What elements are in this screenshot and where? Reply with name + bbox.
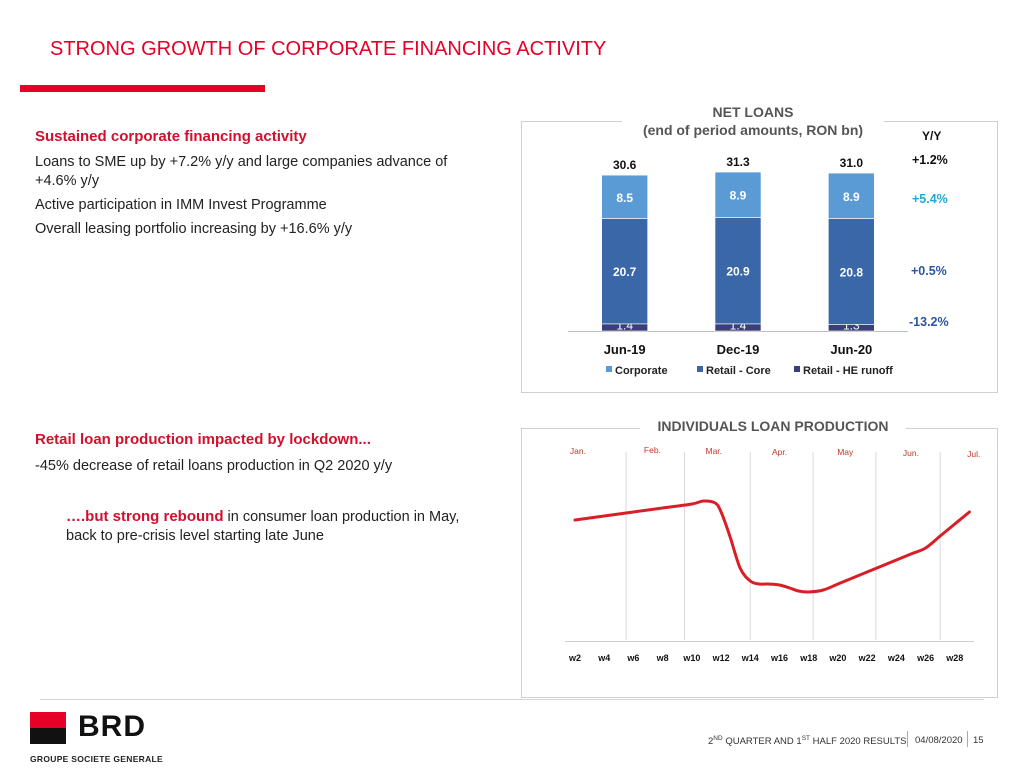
rebound-rest: in consumer loan production in May, back… [66,509,460,544]
yy-total: +1.2% [912,153,948,167]
brd-logo-text: BRD [78,710,146,743]
footer-separator-2 [967,731,968,747]
brd-logo-mark [30,712,66,744]
corporate-heading: Sustained corporate financing activity [35,128,307,145]
week-tick-label: w20 [828,653,846,663]
week-tick-label: w4 [597,653,610,663]
week-tick-label: w28 [945,653,963,663]
rebound-bold: ….but strong rebound [66,508,224,525]
week-tick-label: w14 [741,653,759,663]
week-tick-label: w22 [858,653,876,663]
net-loans-title-1: NET LOANS [712,104,794,120]
bar-total-label: 31.0 [840,156,864,170]
page-number: 15 [973,735,984,746]
week-tick-label: w10 [682,653,700,663]
month-label: Jul. [967,449,980,459]
month-label: Jun. [903,448,919,458]
yy-header: Y/Y [922,129,942,143]
individuals-panel [521,428,998,698]
bar-value-label: 20.9 [726,265,750,279]
legend-label: Retail - HE runoff [803,365,893,377]
bar-value-label: 8.9 [730,189,747,203]
week-tick-label: w24 [887,653,905,663]
bar-category-label: Jun-20 [830,342,872,357]
month-label: Apr. [772,447,787,457]
bar-value-label: 20.8 [840,265,864,279]
week-tick-label: w16 [770,653,788,663]
footer-divider [40,699,984,700]
corporate-line-leasing: Overall leasing portfolio increasing by … [35,221,353,237]
production-series-line [573,499,971,594]
yy-retail-core: +0.5% [911,264,947,278]
net-loans-title-box: NET LOANS (end of period amounts, RON bn… [622,100,884,144]
bar-total-label: 30.6 [613,158,637,172]
week-tick-label: w26 [916,653,934,663]
bar-retail-core [714,217,762,325]
legend-swatch [606,366,612,372]
report-name: 2ND QUARTER AND 1ST HALF 2020 RESULTS [708,735,907,748]
bar-value-label: 8.9 [843,190,860,204]
bar-value-label: 20.7 [613,265,637,279]
title-underline [20,85,265,92]
legend-label: Retail - Core [706,365,771,377]
retail-decrease-line: -45% decrease of retail loans production… [35,458,393,474]
month-label: Feb. [644,445,661,455]
retail-rebound-text: ….but strong rebound in consumer loan pr… [66,507,476,546]
retail-heading: Retail loan production impacted by lockd… [35,431,371,448]
report-date: 04/08/2020 [915,735,963,746]
legend-swatch [794,366,800,372]
bar-value-label: 8.5 [616,191,633,205]
legend-label: Corporate [615,365,668,377]
net-loans-title-2: (end of period amounts, RON bn) [642,122,864,138]
month-label: Mar. [706,446,723,456]
bar-corporate [828,172,875,219]
bar-corporate [714,171,762,218]
week-tick-label: w6 [626,653,639,663]
bar-category-label: Dec-19 [717,342,760,357]
bar-corporate [601,174,648,219]
individuals-title: INDIVIDUALS LOAN PRODUCTION [640,418,906,434]
month-label: Jan. [570,446,586,456]
bar-retail-core [601,218,648,325]
bar-total-label: 31.3 [726,155,750,169]
week-tick-label: w8 [656,653,669,663]
footer-separator-1 [907,731,908,747]
page-title: STRONG GROWTH OF CORPORATE FINANCING ACT… [50,38,607,60]
bar-category-label: Jun-19 [604,342,646,357]
corporate-line-imm: Active participation in IMM Invest Progr… [35,197,327,213]
week-tick-label: w2 [568,653,581,663]
legend-swatch [697,366,703,372]
yy-retail-runoff: -13.2% [909,315,949,329]
corporate-line-sme: Loans to SME up by +7.2% y/y and large c… [35,154,448,189]
bar-retail-core [828,218,875,325]
week-tick-label: w18 [799,653,817,663]
week-tick-label: w12 [712,653,730,663]
brd-logo-subtitle: GROUPE SOCIETE GENERALE [30,754,164,764]
month-label: May [837,447,854,457]
yy-corporate: +5.4% [912,192,948,206]
